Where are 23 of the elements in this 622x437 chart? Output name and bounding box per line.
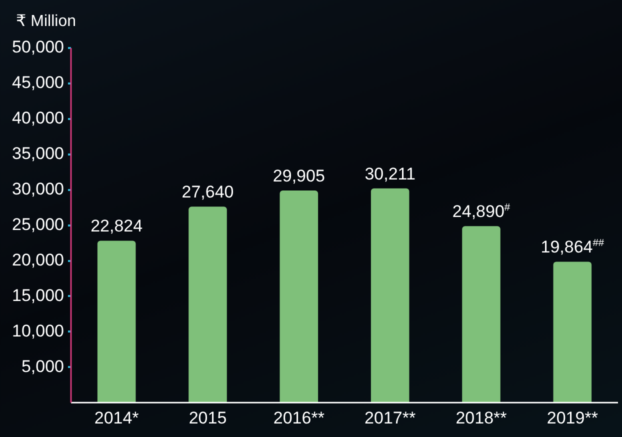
y-tick-label: 25,000 (12, 214, 64, 234)
y-tick-label: 10,000 (12, 321, 64, 340)
y-tick-label: 20,000 (12, 250, 64, 270)
y-tick-label: 30,000 (12, 180, 64, 199)
data-label: 19,864## (540, 238, 604, 257)
y-tick-label: 15,000 (12, 286, 64, 305)
x-tick-label: 2019** (546, 408, 598, 428)
data-label: 22,824 (90, 216, 143, 236)
x-tick-label: 2018** (456, 408, 508, 428)
data-label: 24,890# (452, 202, 510, 222)
data-label: 27,640 (182, 182, 234, 202)
x-tick-label: 2016** (273, 408, 325, 428)
x-tick-label: 2014* (94, 408, 140, 428)
y-tick-label: 50,000 (12, 38, 64, 57)
data-label: 30,211 (364, 164, 416, 184)
data-label: 29,905 (272, 166, 325, 186)
y-axis-title: ₹ Million (16, 13, 76, 30)
x-tick-label: 2017** (364, 408, 416, 428)
y-tick-label: 35,000 (12, 144, 64, 164)
x-tick-label: 2015 (188, 408, 227, 428)
y-tick-label: 40,000 (12, 108, 64, 128)
y-tick-label: 45,000 (12, 73, 64, 92)
y-tick-label: 5,000 (21, 356, 64, 376)
